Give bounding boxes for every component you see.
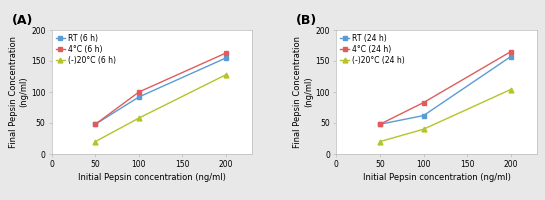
- Line: RT (24 h): RT (24 h): [378, 54, 513, 127]
- Legend: RT (6 h), 4°C (6 h), (-)20°C (6 h): RT (6 h), 4°C (6 h), (-)20°C (6 h): [54, 32, 117, 66]
- 4°C (6 h): [136, 91, 142, 93]
- Line: 4°C (24 h): 4°C (24 h): [378, 49, 513, 127]
- Text: (B): (B): [296, 14, 318, 27]
- RT (24 h): [507, 55, 514, 58]
- (-)20°C (6 h): [223, 73, 229, 76]
- 4°C (6 h): [92, 123, 99, 125]
- (-)20°C (24 h): [377, 140, 383, 143]
- RT (6 h): [223, 57, 229, 59]
- Line: RT (6 h): RT (6 h): [93, 55, 228, 127]
- Y-axis label: Final Pepsin Concentration
(ng/ml): Final Pepsin Concentration (ng/ml): [9, 36, 28, 148]
- 4°C (24 h): [420, 101, 427, 104]
- X-axis label: Initial Pepsin concentration (ng/ml): Initial Pepsin concentration (ng/ml): [78, 173, 226, 182]
- Line: 4°C (6 h): 4°C (6 h): [93, 51, 228, 127]
- Y-axis label: Final Pepsin Concentration
(ng/ml): Final Pepsin Concentration (ng/ml): [293, 36, 313, 148]
- 4°C (24 h): [507, 50, 514, 53]
- Legend: RT (24 h), 4°C (24 h), (-)20°C (24 h): RT (24 h), 4°C (24 h), (-)20°C (24 h): [338, 32, 407, 66]
- (-)20°C (6 h): [92, 140, 99, 143]
- (-)20°C (6 h): [136, 117, 142, 119]
- Line: (-)20°C (24 h): (-)20°C (24 h): [378, 87, 513, 144]
- RT (24 h): [377, 123, 383, 125]
- (-)20°C (24 h): [507, 88, 514, 91]
- X-axis label: Initial Pepsin concentration (ng/ml): Initial Pepsin concentration (ng/ml): [362, 173, 511, 182]
- Line: (-)20°C (6 h): (-)20°C (6 h): [93, 72, 228, 144]
- Text: (A): (A): [11, 14, 33, 27]
- 4°C (24 h): [377, 123, 383, 125]
- 4°C (6 h): [223, 52, 229, 54]
- (-)20°C (24 h): [420, 128, 427, 130]
- RT (6 h): [136, 96, 142, 98]
- RT (6 h): [92, 123, 99, 125]
- RT (24 h): [420, 114, 427, 117]
